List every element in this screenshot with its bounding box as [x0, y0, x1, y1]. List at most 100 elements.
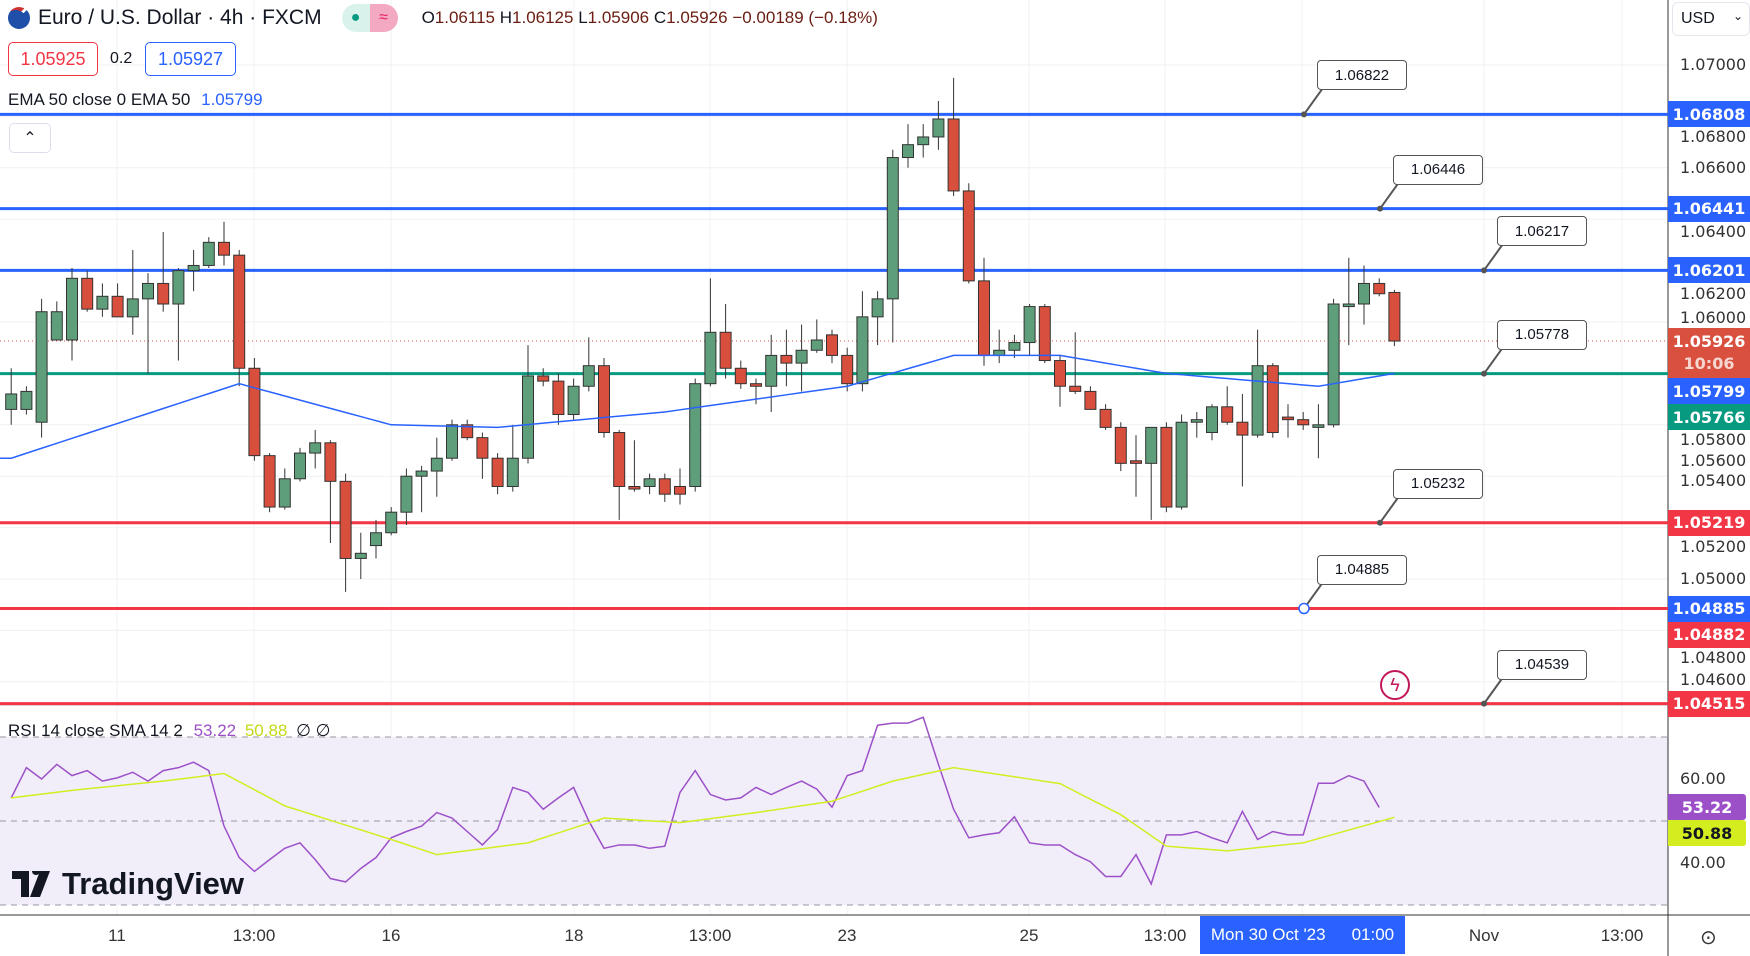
candle [1054, 355, 1066, 407]
candle-body [1221, 406, 1234, 423]
candle-body [1266, 365, 1279, 434]
candle [1266, 363, 1279, 438]
candle [1327, 298, 1340, 428]
candle [385, 507, 398, 536]
candle-body [1023, 306, 1036, 344]
candle [780, 329, 793, 387]
callout-anchor [1377, 205, 1383, 212]
candle-body [1358, 282, 1370, 305]
candle [248, 357, 261, 461]
candle [871, 291, 884, 346]
symbol-title[interactable]: Euro / U.S. Dollar · 4h · FXCM [38, 6, 322, 29]
candle [278, 468, 291, 510]
line-price-label: 1.05799 [1668, 378, 1750, 405]
candle-body [962, 190, 975, 282]
callout-anchor [1301, 111, 1307, 118]
status-badges[interactable]: ● ≈ [341, 4, 398, 32]
price-tick: 1.04800 [1680, 648, 1747, 668]
time-label: 13:00 [688, 926, 732, 945]
candle [126, 250, 139, 335]
rsi-tick: 60.00 [1680, 769, 1726, 788]
price-tick: 1.04600 [1680, 669, 1747, 689]
time-label: 25 [1019, 926, 1039, 945]
candle [567, 378, 580, 420]
candle [354, 532, 367, 579]
candle [96, 283, 109, 317]
candle-body [978, 280, 990, 356]
candle-body [582, 365, 595, 387]
candle [886, 149, 899, 343]
candle-body [476, 437, 489, 459]
candle-body [932, 118, 945, 138]
rsi-sma-line [11, 766, 1395, 856]
wave-icon[interactable]: ≈ [369, 4, 398, 32]
currency-dropdown[interactable]: USD ⌄ [1672, 2, 1750, 36]
candle-body [1130, 460, 1142, 464]
candle-body [1175, 421, 1188, 508]
candle-body [66, 277, 78, 341]
bar-countdown: 10:06 [1683, 354, 1735, 374]
rsi-legend[interactable]: RSI 14 close SMA 14 2 53.22 50.88 ∅ ∅ [8, 721, 331, 740]
candle-body [734, 367, 747, 385]
candle-body [1342, 303, 1355, 308]
sell-button[interactable]: 1.05925 [8, 42, 98, 76]
time-cursor-label: Mon 30 Oct '23 01:00 [1200, 916, 1405, 954]
candle-body [233, 254, 246, 369]
candle-body [506, 457, 519, 487]
callout-anchor [1481, 370, 1487, 377]
lightning-alert-icon[interactable]: ϟ [1380, 670, 1410, 700]
candle-body [810, 339, 823, 351]
candle [1206, 404, 1218, 441]
eur-usd-flag-icon [8, 7, 30, 29]
ema-legend[interactable]: EMA 50 close 0 EMA 50 1.05799 [8, 90, 263, 110]
candle-body [902, 144, 914, 159]
candle-body [1099, 408, 1112, 428]
candle [1282, 404, 1294, 438]
candle-body [157, 282, 170, 305]
callout-anchor [1481, 267, 1487, 274]
candle-body [35, 311, 48, 423]
candle-body [1145, 426, 1158, 464]
buy-button[interactable]: 1.05927 [145, 42, 236, 76]
candle-body [871, 298, 884, 318]
candle [1297, 411, 1310, 430]
tradingview-logo[interactable]: TradingView [12, 866, 244, 902]
candle-body [1388, 291, 1401, 342]
rsi-value-label: 53.22 [1668, 794, 1746, 821]
candle-body [856, 316, 869, 385]
eye-settings-icon[interactable]: ⊙ [1700, 927, 1717, 949]
candle-body [96, 295, 109, 310]
chevron-down-icon: ⌄ [1732, 9, 1743, 23]
callout-pointer [1483, 244, 1503, 271]
candle [658, 473, 671, 502]
candle-body [628, 485, 641, 490]
market-open-dot-icon[interactable]: ● [341, 4, 370, 32]
candle-body [1236, 421, 1249, 436]
rsi-line [10, 716, 1380, 886]
candle [35, 298, 48, 438]
price-tick: 1.07000 [1680, 55, 1747, 74]
callout-pointer [1483, 678, 1503, 705]
candle-body [202, 241, 215, 266]
candle [537, 368, 550, 387]
candle [157, 232, 170, 312]
candle [1388, 289, 1401, 347]
candle [5, 368, 18, 425]
candle [1358, 265, 1370, 325]
candle-body [172, 270, 185, 305]
candle-body [370, 532, 382, 547]
candle-body [385, 511, 398, 534]
candle-body [1297, 419, 1310, 426]
chevron-up-icon: ⌃ [23, 130, 37, 147]
candle-body [446, 424, 458, 459]
price-tick: 1.06000 [1680, 308, 1747, 327]
candle [370, 519, 382, 559]
candle [1099, 404, 1112, 430]
candle-body [917, 136, 930, 146]
candle-body [537, 375, 550, 382]
price-tick: 1.06600 [1680, 157, 1747, 177]
candle-body [689, 383, 702, 487]
candle [263, 453, 276, 513]
collapse-legend-button[interactable]: ⌃ [9, 123, 51, 153]
